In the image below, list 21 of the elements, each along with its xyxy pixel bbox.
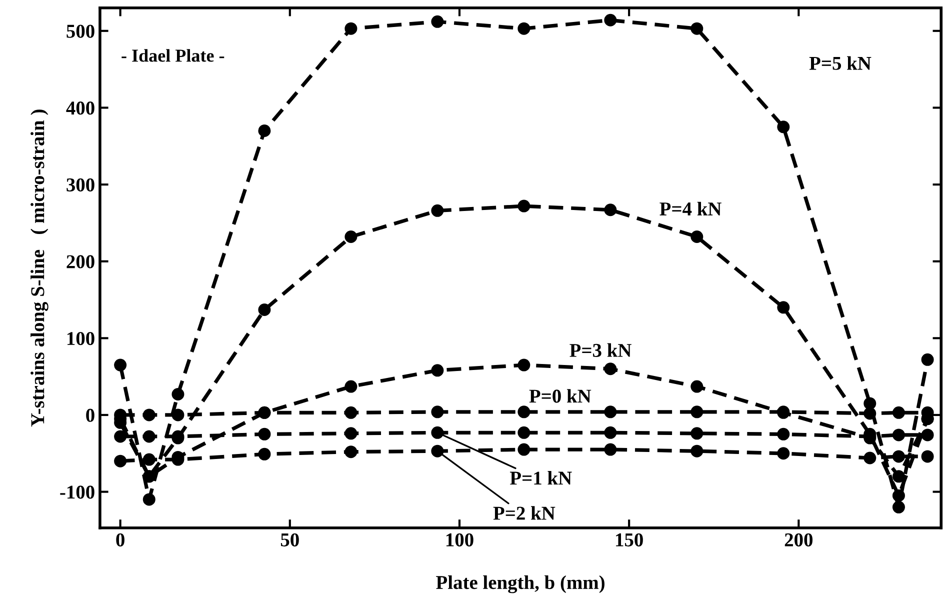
x-tick-label: 100 xyxy=(446,533,474,546)
y-tick-label: -100 xyxy=(60,486,94,499)
y-tick-label: 0 xyxy=(86,408,94,422)
y-axis-title: Y-strains along S-line ( micro-strain ) xyxy=(30,110,48,427)
x-tick-label: 0 xyxy=(116,533,124,546)
x-axis-title: Plate length, b (mm) xyxy=(436,575,604,594)
annotation: - Idael Plate - xyxy=(122,49,224,62)
y-tick-label: 100 xyxy=(67,332,94,346)
annotation: P=4 kN xyxy=(660,202,722,216)
y-tick-label: 400 xyxy=(66,102,94,115)
annotation: P=2 kN xyxy=(493,506,556,520)
x-tick-label: 50 xyxy=(280,533,299,546)
annotation: P=3 kN xyxy=(570,343,632,357)
annotation: P=0 kN xyxy=(529,389,592,403)
x-tick-label: 200 xyxy=(784,533,812,546)
annotation: P=1 kN xyxy=(510,471,572,485)
y-tick-label: 500 xyxy=(66,24,94,38)
y-tick-label: 300 xyxy=(66,178,94,192)
y-tick-label: 200 xyxy=(66,255,94,268)
x-tick-label: 150 xyxy=(616,533,643,546)
annotation: P=5 kN xyxy=(809,56,872,70)
